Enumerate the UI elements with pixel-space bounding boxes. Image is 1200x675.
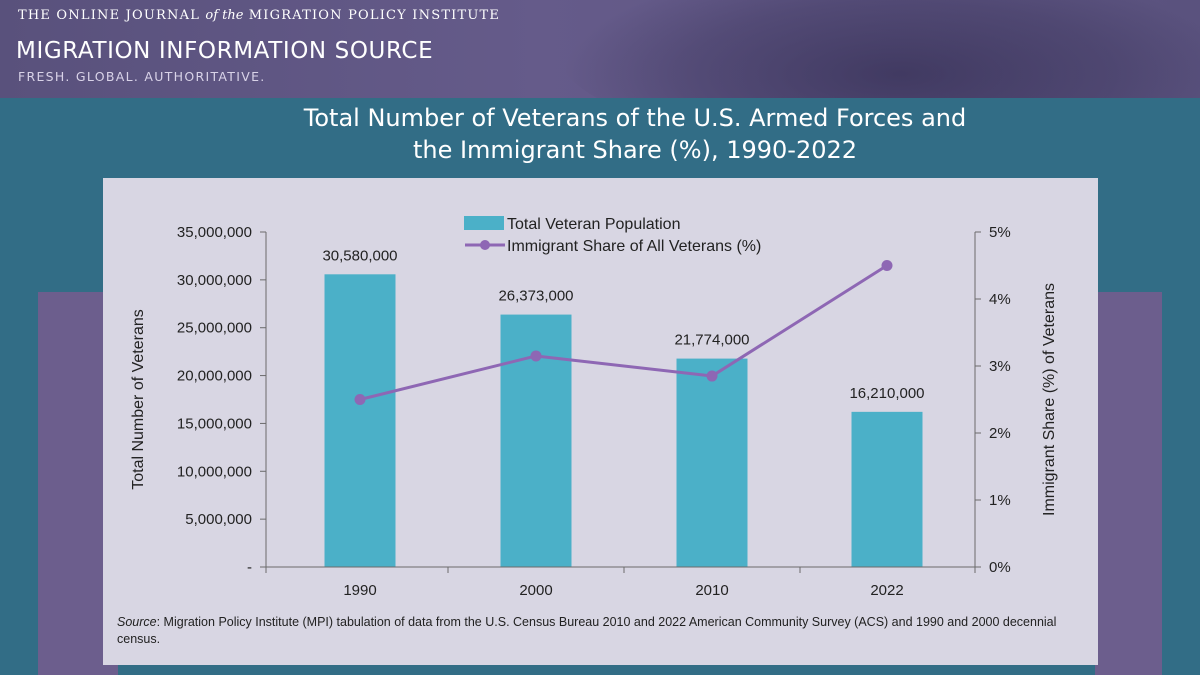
bar-2022 bbox=[851, 411, 923, 567]
left-tick-label: 30,000,000 bbox=[177, 272, 252, 289]
journal-kicker: THE ONLINE JOURNAL of the MIGRATION POLI… bbox=[18, 8, 500, 23]
bar-value-label: 26,373,000 bbox=[498, 288, 573, 305]
left-tick-label: 10,000,000 bbox=[177, 463, 252, 480]
right-tick-label: 0% bbox=[989, 559, 1011, 576]
left-axis-title: Total Number of Veterans bbox=[130, 309, 147, 490]
right-tick-label: 2% bbox=[989, 425, 1011, 442]
right-tick-label: 1% bbox=[989, 492, 1011, 509]
legend-swatch-marker bbox=[480, 240, 490, 250]
immigrant-share-point-1990 bbox=[354, 394, 366, 405]
legend-label-line: Immigrant Share of All Veterans (%) bbox=[507, 238, 761, 255]
globe-graphic bbox=[560, 0, 1200, 98]
bar-2010 bbox=[676, 358, 748, 567]
chart-svg: - 5,000,000 10,000,000 15,000,000 20,000,000… bbox=[130, 216, 1058, 599]
right-axis-title: Immigrant Share (%) of Veterans bbox=[1041, 283, 1058, 516]
kicker-post: MIGRATION POLICY INSTITUTE bbox=[248, 8, 501, 23]
brand-tagline: FRESH. GLOBAL. AUTHORITATIVE. bbox=[18, 69, 266, 84]
immigrant-share-point-2022 bbox=[881, 260, 893, 271]
x-tick-label: 1990 bbox=[343, 582, 376, 599]
chart-card: - 5,000,000 10,000,000 15,000,000 20,000,000… bbox=[103, 178, 1098, 665]
bar-value-label: 30,580,000 bbox=[322, 247, 397, 264]
right-tick-label: 4% bbox=[989, 291, 1011, 308]
right-tick-label: 5% bbox=[989, 224, 1011, 241]
right-tick-label: 3% bbox=[989, 358, 1011, 375]
x-tick-label: 2000 bbox=[519, 582, 552, 599]
bar-1990 bbox=[324, 274, 396, 567]
chart-title: Total Number of Veterans of the U.S. Arm… bbox=[0, 102, 1200, 166]
left-tick-label: 5,000,000 bbox=[185, 511, 252, 528]
bar-value-label: 21,774,000 bbox=[674, 332, 749, 349]
x-tick-label: 2010 bbox=[695, 582, 728, 599]
chart-title-line-2: the Immigrant Share (%), 1990-2022 bbox=[412, 136, 858, 164]
left-tick-label: 35,000,000 bbox=[177, 224, 252, 241]
immigrant-share-point-2000 bbox=[530, 350, 542, 362]
left-tick-label: 25,000,000 bbox=[177, 320, 252, 337]
chart-title-line-1: Total Number of Veterans of the U.S. Arm… bbox=[303, 104, 967, 132]
legend-label-bar: Total Veteran Population bbox=[507, 216, 680, 233]
source-note: Source: Migration Policy Institute (MPI)… bbox=[117, 614, 1087, 648]
bar-value-label: 16,210,000 bbox=[849, 385, 924, 402]
legend-swatch-bar bbox=[464, 216, 504, 230]
brand-name: MIGRATION INFORMATION SOURCE bbox=[16, 38, 434, 64]
source-label: Source bbox=[117, 615, 157, 629]
kicker-pre: THE ONLINE JOURNAL bbox=[18, 8, 201, 23]
left-tick-label: 15,000,000 bbox=[177, 415, 252, 432]
left-tick-label: 20,000,000 bbox=[177, 368, 252, 385]
left-tick-label: - bbox=[247, 559, 252, 576]
right-accent-band bbox=[1095, 292, 1162, 675]
source-text: : Migration Policy Institute (MPI) tabul… bbox=[117, 615, 1057, 646]
header-banner: THE ONLINE JOURNAL of the MIGRATION POLI… bbox=[0, 0, 1200, 98]
immigrant-share-point-2010 bbox=[706, 370, 718, 382]
kicker-of: of the bbox=[205, 8, 244, 23]
immigrant-share-line bbox=[359, 264, 888, 401]
x-tick-label: 2022 bbox=[870, 582, 903, 599]
